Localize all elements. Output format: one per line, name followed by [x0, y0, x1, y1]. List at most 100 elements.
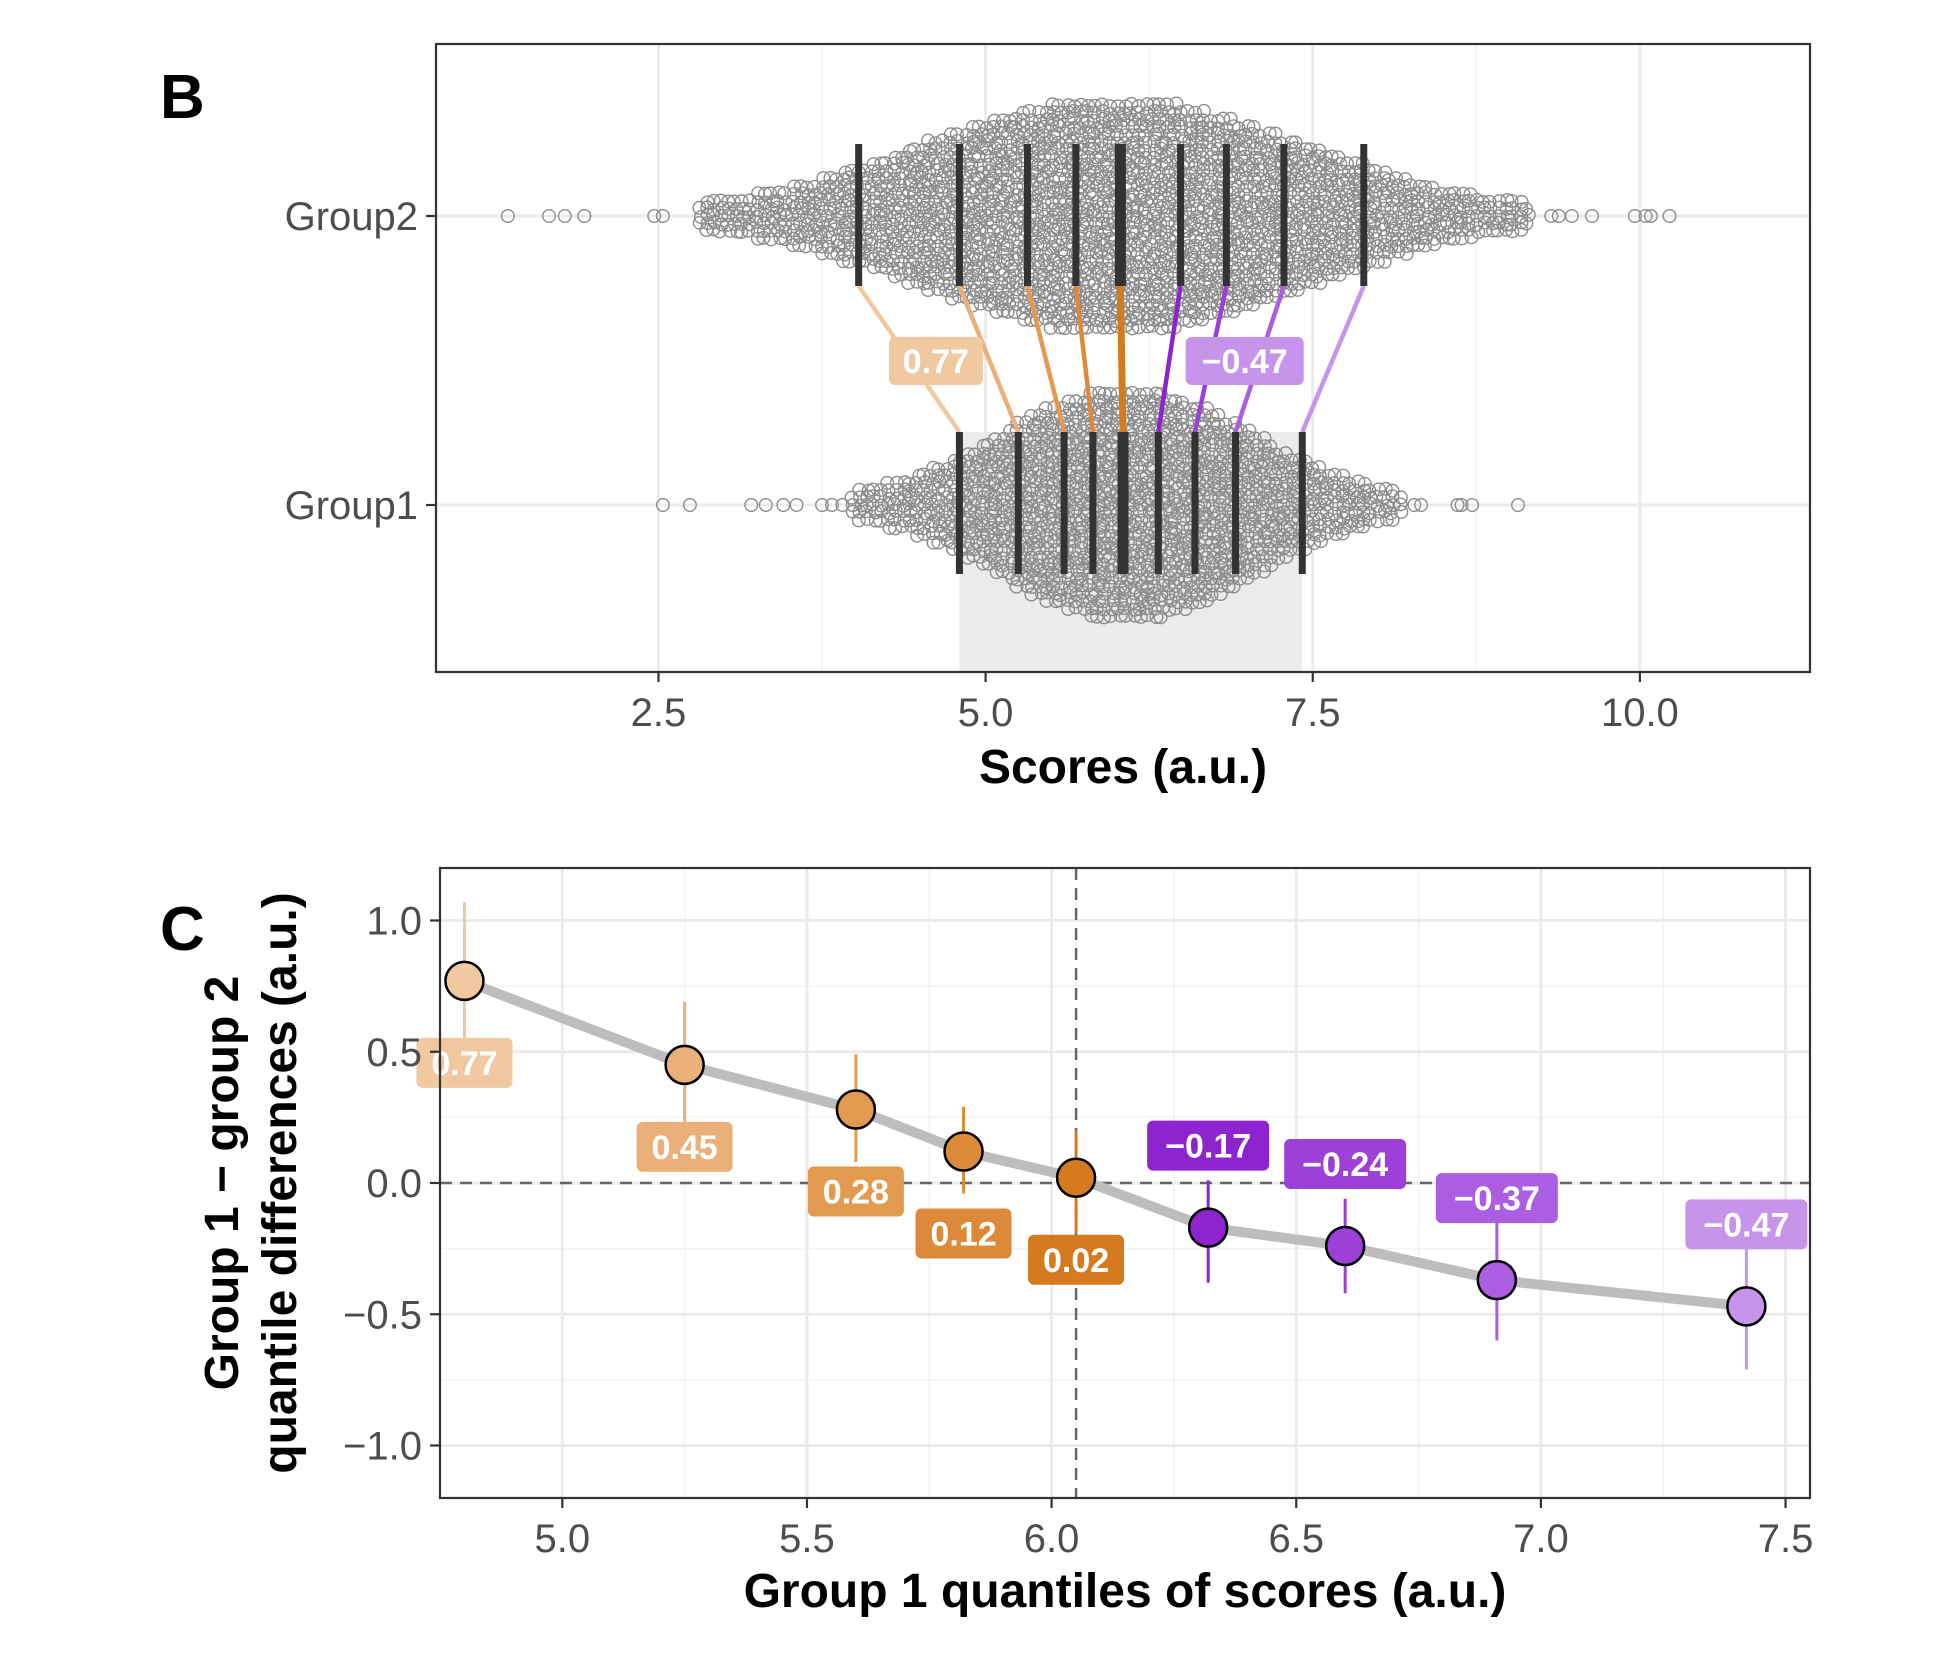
beeswarm-point [1231, 261, 1246, 276]
beeswarm-point [1283, 542, 1298, 557]
beeswarm-point [1094, 261, 1109, 276]
panel-b-letter: B [160, 63, 205, 132]
beeswarm-point [1081, 275, 1096, 290]
beeswarm-point [1238, 246, 1253, 261]
beeswarm-point [1362, 506, 1377, 521]
beeswarm-point [1016, 305, 1031, 320]
beeswarm-point [1384, 201, 1399, 216]
beeswarm-point [1144, 237, 1159, 252]
beeswarm-point [937, 150, 952, 165]
beeswarm-point [1261, 276, 1276, 291]
beeswarm-point [887, 163, 902, 178]
beeswarm-point [1252, 232, 1267, 247]
beeswarm-point [1008, 120, 1023, 135]
beeswarm-point [1002, 222, 1017, 237]
beeswarm-point [1504, 194, 1519, 209]
beeswarm-point [1101, 246, 1116, 261]
quantile-difference-point [1187, 1207, 1229, 1248]
beeswarm-point [966, 498, 981, 513]
beeswarm-point [1061, 394, 1076, 409]
beeswarm-point [1325, 267, 1340, 282]
beeswarm-point [888, 521, 903, 536]
beeswarm-point [1385, 193, 1400, 208]
beeswarm-point [1212, 490, 1227, 505]
beeswarm-point [964, 164, 979, 179]
value-label-text: −0.17 [1165, 1128, 1251, 1166]
beeswarm-point [1253, 141, 1268, 156]
panel-c-x-axis-title: Group 1 quantiles of scores (a.u.) [744, 1565, 1507, 1618]
panel-b-x-tick-label: 2.5 [631, 691, 687, 735]
beeswarm-point [1247, 505, 1262, 520]
beeswarm-point [1276, 505, 1291, 520]
beeswarm-point [1259, 290, 1274, 305]
beeswarm-point [1335, 489, 1350, 504]
beeswarm-point [1169, 96, 1184, 111]
beeswarm-point [1388, 171, 1403, 186]
beeswarm-point [1103, 99, 1118, 114]
beeswarm-point [1248, 557, 1263, 572]
panel-b-label-box [888, 337, 983, 385]
beeswarm-point [1097, 610, 1112, 625]
beeswarm-point [1418, 185, 1433, 200]
beeswarm-point [1025, 454, 1040, 469]
beeswarm-point [1037, 284, 1052, 299]
beeswarm-point [1407, 498, 1422, 513]
beeswarm-point [1311, 149, 1326, 164]
beeswarm-point [1074, 578, 1089, 593]
beeswarm-point [1133, 192, 1148, 207]
beeswarm-point [1252, 171, 1267, 186]
beeswarm-point [777, 186, 792, 201]
beeswarm-point [1298, 247, 1313, 262]
beeswarm-point [1175, 521, 1190, 536]
quantile-difference-point [835, 1089, 877, 1130]
beeswarm-point [1238, 171, 1253, 186]
beeswarm-point [1383, 506, 1398, 521]
beeswarm-point [1309, 269, 1324, 284]
beeswarm-point [971, 119, 986, 134]
beeswarm-point [1144, 194, 1159, 209]
beeswarm-point [851, 513, 866, 528]
beeswarm-point [986, 223, 1001, 238]
beeswarm-point [986, 127, 1001, 142]
beeswarm-point [1151, 126, 1166, 141]
beeswarm-point [1376, 490, 1391, 505]
beeswarm-point [1240, 535, 1255, 550]
panel-c-y-tick-label: 0.5 [366, 1031, 422, 1075]
beeswarm-point [770, 193, 785, 208]
beeswarm-point [922, 238, 937, 253]
beeswarm-point [1218, 535, 1233, 550]
beeswarm-point [1187, 194, 1202, 209]
beeswarm-point [1032, 260, 1047, 275]
beeswarm-point [937, 245, 952, 260]
beeswarm-point [741, 223, 756, 238]
beeswarm-point [1310, 202, 1325, 217]
beeswarm-point [1031, 157, 1046, 172]
beeswarm-point [1317, 187, 1332, 202]
beeswarm-point [901, 157, 916, 172]
beeswarm-point [834, 201, 849, 216]
beeswarm-point [1175, 541, 1190, 556]
beeswarm-point [935, 186, 950, 201]
beeswarm-point [1132, 437, 1147, 452]
beeswarm-point [1046, 281, 1061, 296]
beeswarm-point [1037, 230, 1052, 245]
beeswarm-point [820, 208, 835, 223]
beeswarm-point [972, 232, 987, 247]
beeswarm-point [1188, 179, 1203, 194]
panel-c-letter: C [160, 895, 205, 964]
beeswarm-point [1130, 238, 1145, 253]
beeswarm-point [1183, 267, 1198, 282]
beeswarm-point [981, 201, 996, 216]
beeswarm-point [965, 120, 980, 135]
beeswarm-point [1052, 593, 1067, 608]
beeswarm-point [1369, 489, 1384, 504]
beeswarm-point [1374, 217, 1389, 232]
panel-b-x-axis-title: Scores (a.u.) [979, 741, 1267, 794]
beeswarm-point [756, 224, 771, 239]
beeswarm-point [1514, 215, 1529, 230]
beeswarm-point [1231, 298, 1246, 313]
beeswarm-point [1101, 261, 1116, 276]
beeswarm-point [1313, 276, 1328, 291]
beeswarm-point [1288, 135, 1303, 150]
